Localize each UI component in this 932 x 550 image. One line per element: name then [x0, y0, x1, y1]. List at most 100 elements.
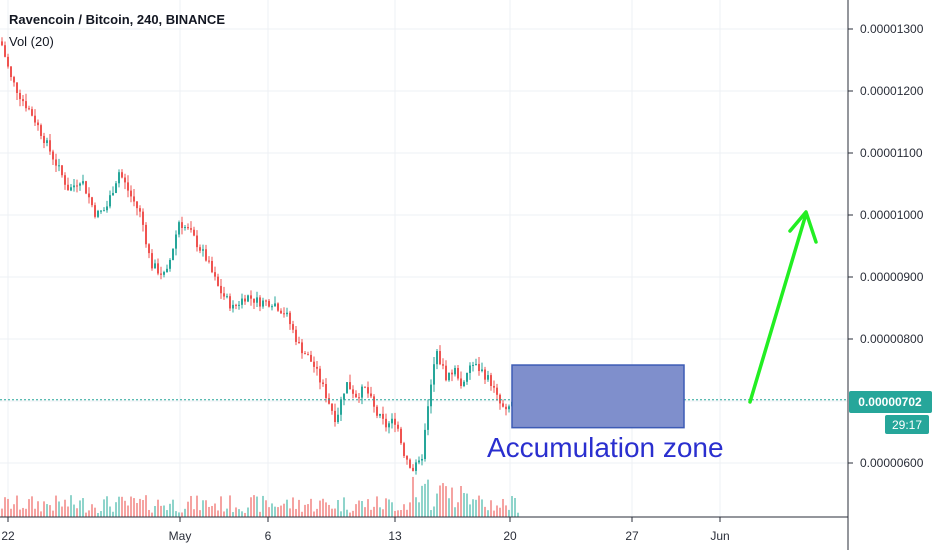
candle-body: [19, 92, 21, 100]
volume-bar: [82, 498, 84, 517]
accumulation-zone-box[interactable]: [511, 364, 685, 429]
volume-bar: [412, 476, 414, 517]
candle-body: [484, 369, 486, 380]
volume-bar: [220, 496, 222, 517]
candle-body: [487, 375, 489, 380]
volume-bar: [34, 508, 36, 517]
volume-bar: [136, 503, 138, 517]
candle-body: [277, 303, 279, 311]
candle-body: [286, 312, 288, 315]
volume-bar: [217, 510, 219, 517]
candle-body: [193, 229, 195, 236]
volume-bar: [466, 493, 468, 517]
volume-bar: [205, 500, 207, 517]
candle-body: [355, 393, 357, 398]
price-tick-label: 0.00001000: [860, 208, 924, 222]
candle-body: [271, 306, 273, 308]
volume-bar: [298, 499, 300, 517]
volume-bar: [517, 512, 519, 517]
time-tick-label: May: [169, 529, 192, 543]
volume-bar: [4, 497, 6, 517]
candle-body: [163, 272, 165, 275]
volume-bar: [274, 506, 276, 517]
up-arrow-icon[interactable]: [748, 210, 818, 404]
volume-bar: [199, 510, 201, 517]
volume-bar: [112, 511, 114, 517]
price-tick-label: 0.00000800: [860, 332, 924, 346]
volume-bar: [235, 507, 237, 517]
volume-bar: [358, 500, 360, 517]
candle-body: [64, 175, 66, 185]
volume-bar: [253, 495, 255, 517]
candle-body: [316, 366, 318, 369]
volume-bar: [295, 508, 297, 517]
volume-bar: [13, 504, 15, 517]
volume-bar: [262, 495, 264, 517]
time-tick-label: 27: [625, 529, 639, 543]
candle-body: [142, 211, 144, 225]
time-tick-label: Jun: [710, 529, 729, 543]
volume-bar: [436, 493, 438, 517]
volume-bar: [511, 496, 513, 517]
volume-bar: [406, 509, 408, 517]
volume-bar: [106, 496, 108, 517]
volume-bar: [31, 496, 33, 517]
candle-body: [367, 387, 369, 394]
candle-body: [304, 353, 306, 355]
volume-bar: [145, 495, 147, 517]
candle-body: [451, 372, 453, 375]
volume-bar: [430, 510, 432, 517]
symbol-title[interactable]: Ravencoin / Bitcoin, 240, BINANCE: [9, 12, 225, 27]
candle-body: [472, 364, 474, 366]
volume-bar: [211, 505, 213, 517]
candle-body: [289, 312, 291, 325]
candle-body: [187, 227, 189, 229]
time-axis[interactable]: 22 May 6 13 20 27 Jun: [1, 517, 730, 543]
volume-bar: [25, 508, 27, 517]
candle-body: [31, 109, 33, 116]
candle-body: [340, 399, 342, 415]
volume-bar: [61, 506, 63, 517]
volume-bar: [283, 503, 285, 517]
candle-body: [358, 397, 360, 399]
candle-body: [508, 406, 510, 410]
candle-body: [313, 361, 315, 367]
candle-body: [352, 389, 354, 394]
volume-bar: [454, 507, 456, 517]
volume-bar: [481, 499, 483, 517]
volume-indicator-label[interactable]: Vol (20): [9, 34, 54, 49]
candle-body: [247, 295, 249, 302]
volume-bar: [394, 510, 396, 517]
candle-body: [79, 183, 81, 186]
candle-body: [55, 159, 57, 166]
volume-bar: [19, 509, 21, 517]
volume-bar: [460, 486, 462, 517]
accumulation-zone-label[interactable]: Accumulation zone: [487, 432, 724, 463]
candle-body: [460, 378, 462, 386]
volume-bar: [229, 495, 231, 517]
volume-bar: [49, 505, 51, 517]
candle-body: [337, 414, 339, 423]
candle-body: [136, 201, 138, 209]
candle-body: [403, 443, 405, 456]
volume-bar: [187, 501, 189, 517]
price-axis[interactable]: 0.00001300 0.00001200 0.00001100 0.00001000…: [848, 22, 924, 470]
volume-bar: [490, 500, 492, 517]
volume-bar: [370, 509, 372, 517]
volume-bar: [499, 507, 501, 517]
candle-body: [307, 354, 309, 356]
candle-body: [217, 276, 219, 286]
volume-bar: [289, 508, 291, 517]
time-tick-label: 6: [265, 529, 272, 543]
volume-bar: [514, 498, 516, 517]
volume-bar: [208, 506, 210, 517]
volume-bars: [1, 476, 519, 517]
candle-body: [325, 384, 327, 399]
candle-body: [1, 41, 3, 46]
volume-bar: [502, 498, 504, 517]
candle-body: [319, 368, 321, 383]
volume-bar: [103, 499, 105, 517]
volume-bar: [157, 499, 159, 517]
